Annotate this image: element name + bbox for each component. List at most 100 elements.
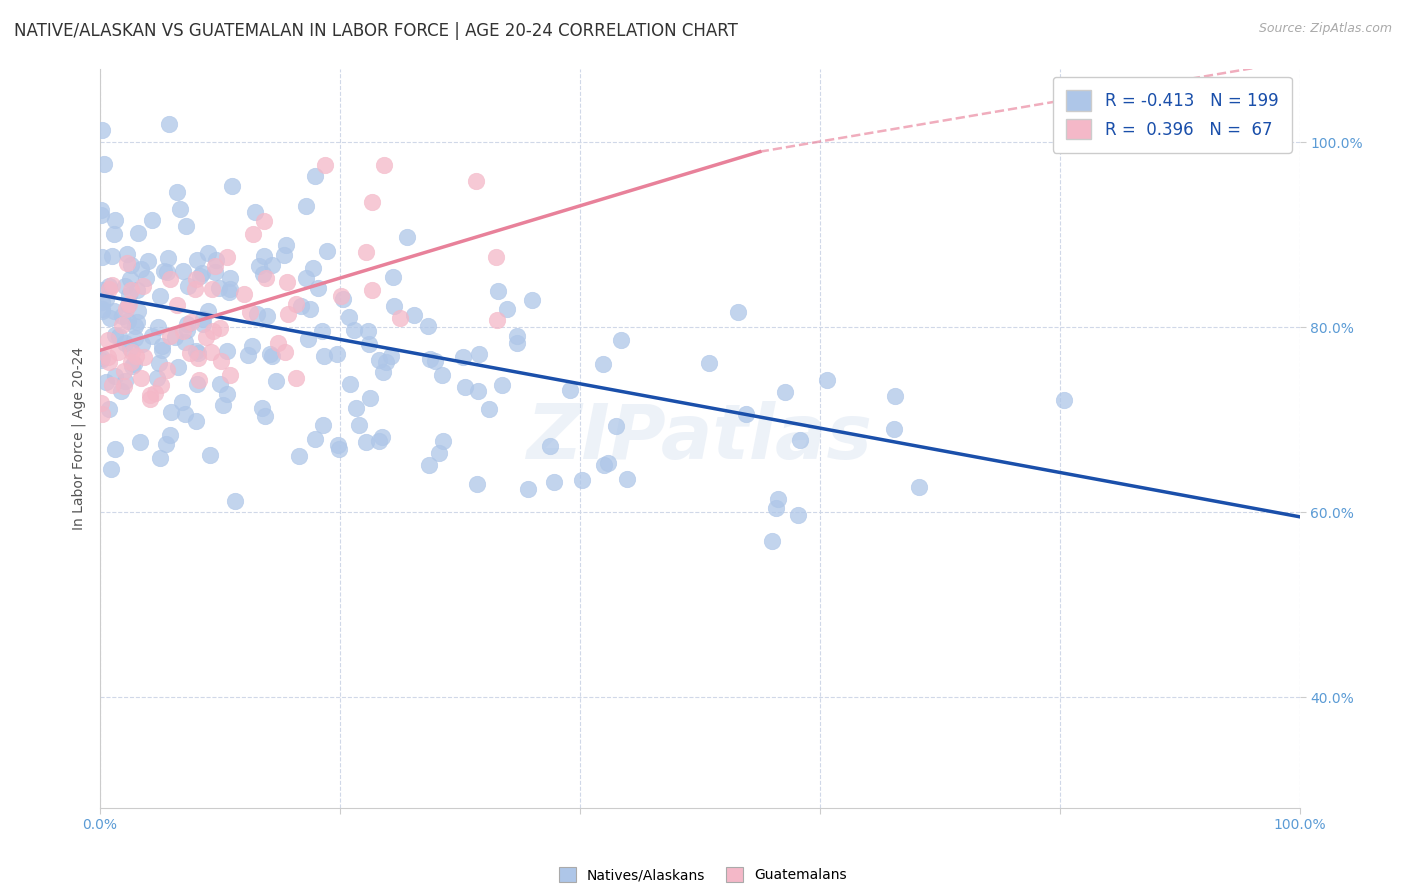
Point: [356, 435, 378, 450]
Point: [773, 385, 796, 400]
Point: [262, 258, 284, 272]
Point: [543, 475, 565, 490]
Point: [516, 482, 538, 496]
Point: [202, 324, 225, 338]
Point: [143, 386, 166, 401]
Point: [883, 422, 905, 436]
Point: [186, 272, 208, 286]
Point: [172, 264, 194, 278]
Point: [253, 249, 276, 263]
Point: [357, 324, 380, 338]
Point: [91, 251, 114, 265]
Point: [388, 310, 411, 325]
Point: [166, 360, 188, 375]
Point: [262, 349, 284, 363]
Point: [907, 480, 929, 494]
Point: [120, 283, 142, 297]
Point: [284, 297, 307, 311]
Point: [127, 304, 149, 318]
Point: [135, 271, 157, 285]
Point: [157, 251, 180, 265]
Point: [131, 337, 153, 351]
Point: [786, 508, 808, 522]
Point: [768, 492, 790, 507]
Point: [120, 355, 142, 369]
Point: [100, 462, 122, 476]
Point: [380, 349, 402, 363]
Point: [326, 438, 349, 452]
Point: [103, 227, 125, 242]
Point: [256, 309, 278, 323]
Point: [111, 318, 134, 332]
Point: [186, 253, 208, 268]
Point: [330, 289, 353, 303]
Point: [761, 533, 783, 548]
Point: [125, 283, 148, 297]
Point: [332, 292, 354, 306]
Point: [495, 301, 517, 316]
Point: [571, 473, 593, 487]
Text: ZIPatlas: ZIPatlas: [527, 401, 873, 475]
Point: [219, 368, 242, 382]
Point: [765, 501, 787, 516]
Point: [425, 354, 447, 368]
Point: [118, 287, 141, 301]
Point: [208, 281, 231, 295]
Point: [97, 333, 120, 347]
Point: [467, 347, 489, 361]
Point: [290, 299, 312, 313]
Point: [200, 344, 222, 359]
Point: [485, 251, 508, 265]
Point: [506, 329, 529, 343]
Point: [368, 434, 391, 448]
Point: [149, 378, 172, 392]
Point: [159, 428, 181, 442]
Point: [209, 377, 232, 392]
Point: [312, 418, 335, 433]
Point: [100, 249, 122, 263]
Point: [157, 117, 180, 131]
Point: [343, 323, 366, 337]
Point: [118, 297, 141, 311]
Point: [486, 284, 509, 298]
Point: [191, 318, 214, 332]
Point: [266, 374, 288, 388]
Point: [150, 343, 173, 357]
Point: [314, 158, 336, 172]
Point: [209, 353, 232, 368]
Point: [211, 398, 233, 412]
Point: [337, 310, 360, 325]
Point: [139, 392, 162, 406]
Point: [295, 199, 318, 213]
Point: [117, 298, 139, 312]
Point: [357, 337, 380, 351]
Point: [217, 343, 239, 358]
Point: [371, 430, 394, 444]
Point: [148, 320, 170, 334]
Point: [98, 282, 121, 296]
Point: [430, 368, 453, 382]
Point: [465, 174, 488, 188]
Point: [163, 330, 186, 344]
Point: [176, 318, 198, 332]
Legend: Natives/Alaskans, Guatemalans: Natives/Alaskans, Guatemalans: [554, 862, 852, 888]
Point: [224, 493, 246, 508]
Point: [110, 384, 132, 399]
Point: [451, 351, 474, 365]
Point: [465, 476, 488, 491]
Point: [735, 407, 758, 421]
Point: [139, 388, 162, 402]
Point: [467, 384, 489, 399]
Point: [254, 409, 277, 423]
Point: [98, 311, 121, 326]
Point: [141, 213, 163, 227]
Point: [285, 371, 308, 385]
Point: [560, 384, 582, 398]
Point: [371, 365, 394, 379]
Point: [90, 396, 112, 410]
Point: [108, 329, 131, 343]
Point: [817, 373, 839, 387]
Point: [176, 323, 198, 337]
Point: [274, 345, 297, 359]
Point: [176, 219, 198, 233]
